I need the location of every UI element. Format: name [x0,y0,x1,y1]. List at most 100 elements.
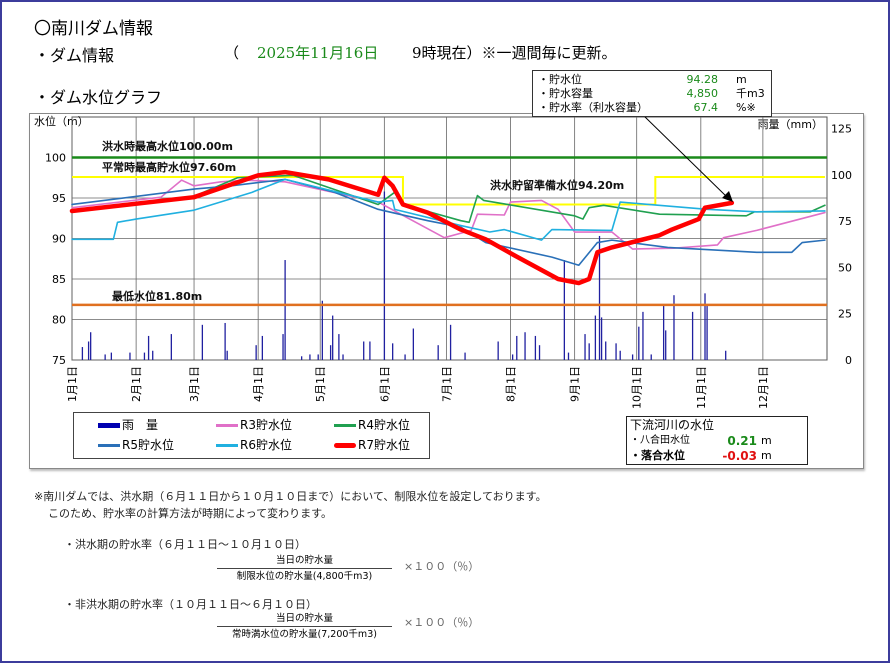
flood-max-level-label: 洪水時最高水位100.00m [102,139,233,153]
rain-bar [110,352,113,360]
downstream-value: -0.03 [722,449,757,463]
x-tick-label: 10月1日 [631,366,644,409]
rain-bar [329,345,332,360]
nonflood-rate-title: ・非洪水期の貯水率（１０月１１日～６月１０日） [64,598,317,611]
rain-bar [605,341,607,360]
date-open: （ [224,44,240,62]
nonflood-multiplier: ×１００（％） [404,616,480,629]
legend-swatch [98,423,120,428]
flood-prep-level-label: 洪水貯留準備水位94.20m [490,178,624,192]
rain-bar [704,293,706,360]
series-line-R7貯水位 [69,169,735,286]
rain-bar [152,350,154,360]
rain-bar [104,354,106,360]
rain-bar [129,352,131,360]
info-unit: %※ [736,101,756,114]
y-tick-label: 100 [45,152,66,165]
chart-legend: 雨 量 R3貯水位 R4貯水位 R5貯水位 R6貯水位 R7貯水位 [73,412,430,459]
rain-bar [449,324,452,360]
rain-bar [404,354,406,360]
y2-tick-label: 100 [831,169,852,182]
rain-bar [309,354,311,360]
rain-bar [631,354,634,360]
rain-bar [673,295,675,360]
legend-r6: R6貯水位 [216,438,292,453]
rain-bar [615,343,617,360]
y2-tick-label: 75 [838,215,852,228]
rain-bar [317,354,319,360]
rain-bar [511,354,514,360]
info-value: 67.4 [693,101,719,114]
legend-label: R4貯水位 [358,418,410,432]
x-tick-label: 8月1日 [505,366,518,402]
legend-swatch [334,443,356,448]
rain-bar [598,235,601,360]
legend-r5: R5貯水位 [98,438,174,453]
y2-tick-label: 25 [838,308,852,321]
info-label: ・貯水率（利水容量） [538,101,648,114]
rain-bar [691,311,694,360]
legend-label: R3貯水位 [240,418,292,432]
current-status-box: ・貯水位 94.28 m ・貯水容量 4,850 千m3 ・貯水率（利水容量） … [532,70,772,117]
y2-tick-label: 125 [831,123,852,136]
legend-swatch [98,444,120,447]
rain-bar [321,300,323,360]
y-tick-label: 85 [52,273,66,286]
series-line-R3貯水位 [71,179,826,250]
date-value: 2025年11月16日 [257,44,379,62]
rain-bar [81,347,84,360]
legend-r4: R4貯水位 [334,418,410,433]
info-label: ・貯水容量 [538,87,593,100]
rain-bar [538,345,541,360]
rain-bar [412,328,415,360]
nonflood-numerator: 当日の貯水量 [275,613,333,624]
x-tick-label: 1月1日 [66,366,79,402]
rain-bar [143,352,146,360]
x-tick-label: 12月1日 [757,366,770,409]
flood-denominator: 制限水位の貯水量(4,800千m3) [236,571,373,582]
x-tick-label: 5月1日 [314,366,327,402]
info-value: 94.28 [686,73,719,86]
rain-bar [567,352,570,360]
rain-bar [170,334,172,360]
rain-bar [363,341,365,360]
rain-bar [332,315,334,360]
rain-bar [147,335,150,360]
rain-bar [563,260,566,360]
rain-bar [437,345,439,360]
series-line-R6貯水位 [71,178,826,241]
x-tick-label: 3月1日 [188,366,201,402]
rain-bar [338,334,340,360]
nonflood-denominator: 常時満水位の貯水量(7,200千m3) [232,629,377,640]
normal-max-level-label: 平常時最高貯水位97.60m [102,160,236,174]
arrow-head-icon [722,191,733,202]
rain-bar [600,317,603,360]
y2-tick-label: 50 [838,261,852,274]
rain-bar [284,260,286,360]
downstream-unit: m [761,434,772,447]
rain-bar [534,335,537,360]
info-unit: 千m3 [736,87,765,100]
y-tick-label: 80 [52,314,66,327]
rain-bar [619,350,621,360]
rain-bar [725,350,727,360]
x-tick-label: 7月1日 [440,366,453,402]
rain-bar [255,345,257,360]
rain-bar [224,322,226,360]
series-line-R5貯水位 [71,178,826,267]
legend-label: R6貯水位 [240,438,292,452]
downstream-label: ・落合水位 [630,449,685,462]
rain-bar [594,315,597,360]
rain-bar [87,341,90,360]
rain-bar [226,350,228,360]
legend-label: R7貯水位 [358,438,410,452]
rain-bar [369,341,371,360]
rain-bar [706,304,708,360]
legend-rain: 雨 量 [98,418,158,433]
restricted-level-line [72,175,825,206]
fraction-bar [217,568,392,569]
rain-bar [524,332,526,360]
y-tick-label: 75 [52,354,66,367]
y-tick-label: 95 [52,192,66,205]
